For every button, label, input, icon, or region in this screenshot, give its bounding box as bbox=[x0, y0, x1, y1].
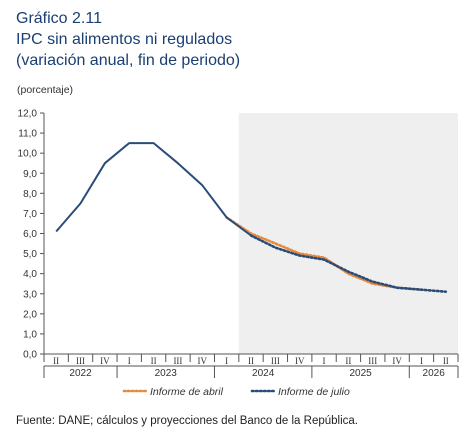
x-quarter-label: II bbox=[248, 356, 254, 366]
y-tick-label: 5,0 bbox=[23, 249, 37, 260]
chart-title: IPC sin alimentos ni regulados bbox=[16, 31, 233, 48]
y-tick-label: 3,0 bbox=[23, 289, 37, 300]
x-quarter-label: III bbox=[173, 356, 182, 366]
x-quarter-label: IV bbox=[198, 356, 208, 366]
x-quarter-label: IV bbox=[100, 356, 110, 366]
y-tick-label: 9,0 bbox=[23, 169, 37, 180]
y-tick-label: 7,0 bbox=[23, 209, 37, 220]
x-year-label: 2026 bbox=[423, 368, 446, 379]
x-quarter-label: I bbox=[323, 356, 326, 366]
y-tick-label: 1,0 bbox=[23, 329, 37, 340]
series-projection-1 bbox=[249, 234, 448, 294]
x-quarter-label: IV bbox=[295, 356, 305, 366]
y-tick-label: 0,0 bbox=[23, 350, 37, 361]
y-tick-label: 4,0 bbox=[23, 269, 37, 280]
y-tick-label: 11,0 bbox=[18, 129, 37, 140]
y-tick-label: 10,0 bbox=[18, 149, 38, 160]
series-line-1 bbox=[55, 142, 252, 237]
y-tick-label: 2,0 bbox=[23, 309, 37, 320]
projection-shading bbox=[238, 113, 458, 354]
x-quarter-label: I bbox=[225, 356, 228, 366]
y-units-label: (porcentaje) bbox=[17, 84, 74, 96]
x-quarter-label: IV bbox=[392, 356, 402, 366]
legend-label-0: Informe de abril bbox=[150, 386, 224, 398]
x-quarter-label: II bbox=[53, 356, 59, 366]
x-quarter-label: I bbox=[420, 356, 423, 366]
source-note: Fuente: DANE; cálculos y proyecciones de… bbox=[16, 415, 358, 427]
legend-label-1: Informe de julio bbox=[278, 386, 350, 398]
x-quarter-label: II bbox=[345, 356, 351, 366]
x-quarter-label: III bbox=[271, 356, 280, 366]
x-year-label: 2023 bbox=[155, 368, 178, 379]
chart-number: Gráfico 2.11 bbox=[16, 10, 102, 27]
x-quarter-label: III bbox=[368, 356, 377, 366]
x-quarter-label: I bbox=[128, 356, 131, 366]
x-quarter-label: III bbox=[76, 356, 85, 366]
y-tick-label: 8,0 bbox=[23, 189, 37, 200]
x-year-label: 2025 bbox=[349, 368, 372, 379]
x-quarter-label: II bbox=[443, 356, 449, 366]
y-tick-label: 6,0 bbox=[23, 229, 37, 240]
x-year-label: 2022 bbox=[69, 368, 92, 379]
y-tick-label: 12,0 bbox=[18, 109, 38, 120]
chart-title-block: Gráfico 2.11 IPC sin alimentos ni regula… bbox=[16, 8, 240, 71]
x-year-label: 2024 bbox=[252, 368, 275, 379]
chart-subtitle: (variación anual, fin de periodo) bbox=[16, 52, 241, 69]
x-quarter-label: II bbox=[151, 356, 157, 366]
